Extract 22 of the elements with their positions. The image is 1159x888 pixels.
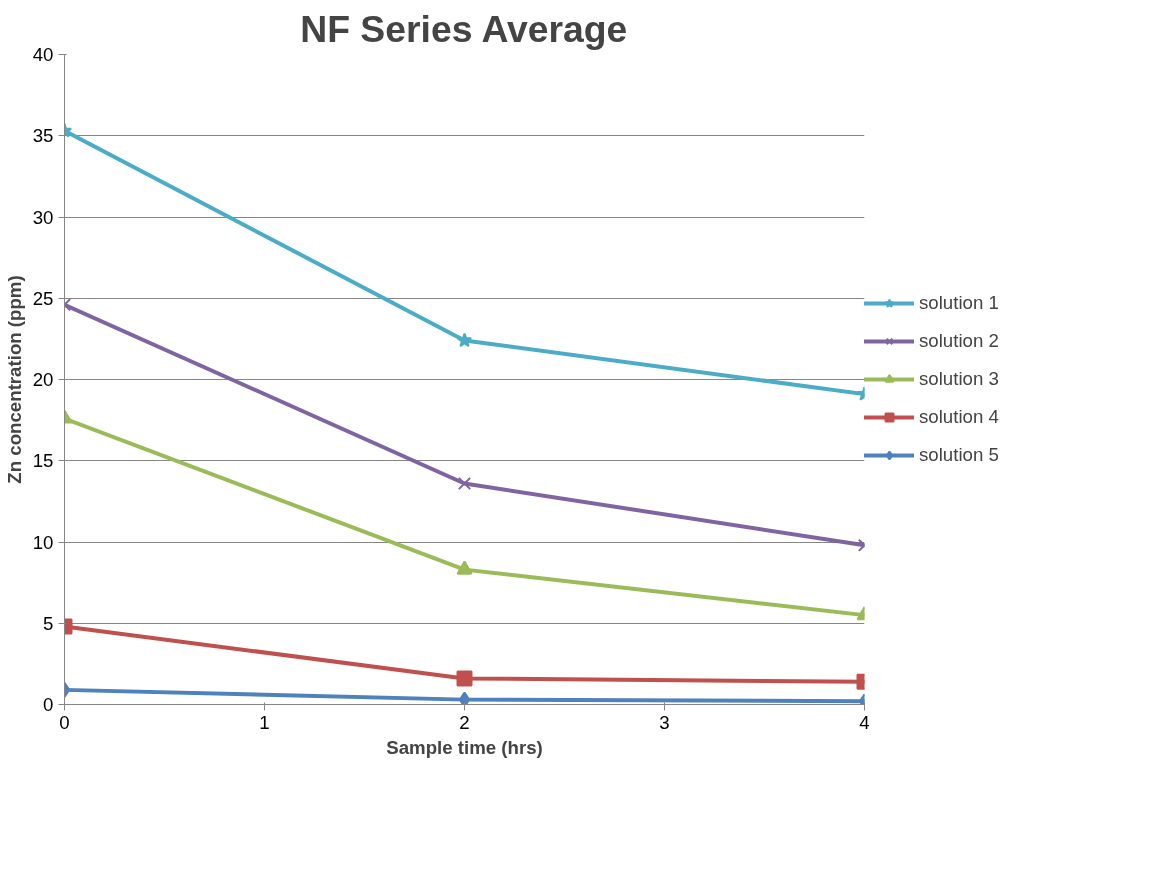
y-tick-label: 20 <box>32 369 54 390</box>
x-tick-label: 2 <box>459 711 470 733</box>
y-tick-label: 25 <box>32 287 54 309</box>
legend-label: solution 1 <box>919 292 999 314</box>
y-tick-label: 15 <box>32 450 54 472</box>
y-tick-label: 5 <box>43 612 54 634</box>
y-tick-label: 0 <box>43 694 54 715</box>
legend-label: solution 5 <box>919 444 999 466</box>
legend-label: solution 4 <box>919 406 999 428</box>
legend-label: solution 2 <box>919 330 999 352</box>
x-tick-label: 4 <box>859 711 870 733</box>
x-tick-label: 3 <box>659 711 670 733</box>
y-axis-title: Zn concentration (ppm) <box>3 275 25 484</box>
y-tick-label: 10 <box>32 531 54 553</box>
x-axis-title: Sample time (hrs) <box>386 736 543 758</box>
y-tick-label: 30 <box>32 206 54 228</box>
y-tick-label: 35 <box>32 125 54 147</box>
chart-title: NF Series Average <box>300 7 628 50</box>
x-tick-label: 0 <box>59 711 70 733</box>
x-tick-label: 1 <box>259 711 270 733</box>
y-tick-label: 40 <box>32 44 54 65</box>
legend-label: solution 3 <box>919 368 999 390</box>
